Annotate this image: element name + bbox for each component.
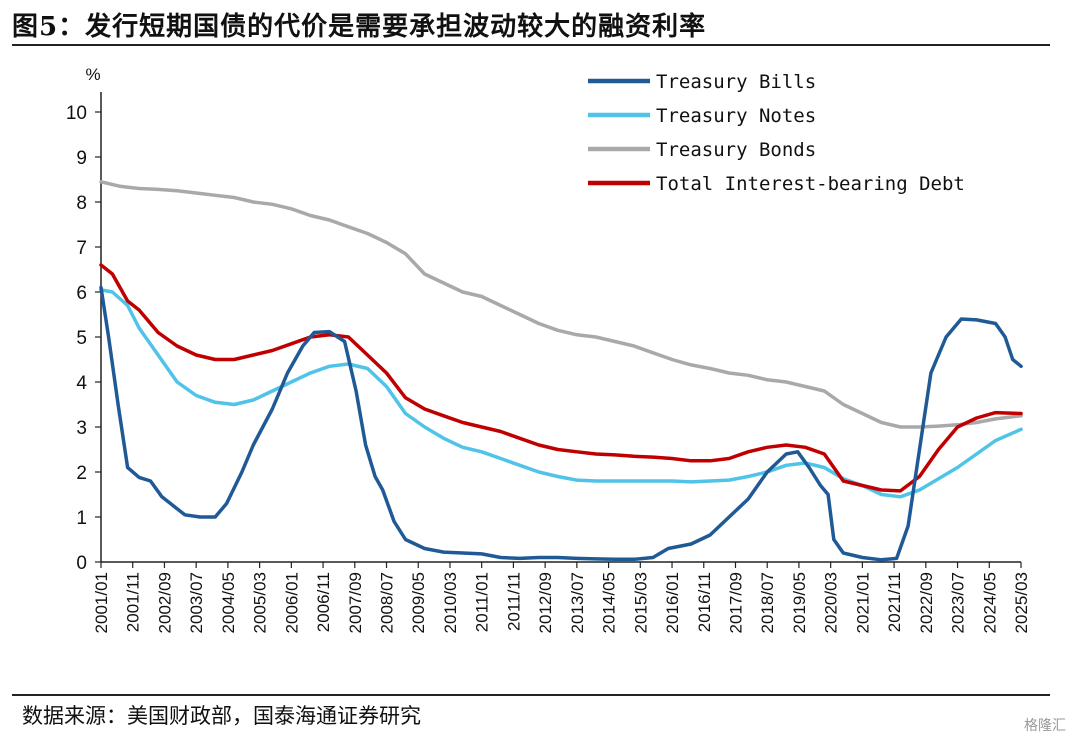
x-tick-label: 2007/09 [346,572,365,633]
x-tick-label: 2005/03 [251,572,270,633]
x-tick-label: 2010/03 [441,572,460,633]
x-tick-label: 2006/11 [314,572,333,632]
x-tick-label: 2001/11 [124,572,143,632]
x-tick-label: 2004/05 [219,572,238,633]
series-lines [99,180,1023,562]
y-tick-label: 6 [76,283,87,304]
x-tick-label: 2006/01 [282,572,301,633]
series-line-treasury-bills [99,285,1023,562]
x-tick-label: 2021/11 [885,572,904,632]
x-tick-label: 2016/11 [695,572,714,632]
y-tick-label: 0 [76,553,87,574]
y-tick-label: 3 [76,418,87,439]
x-tick-label: 2009/05 [409,572,428,633]
x-tick-label: 2008/07 [378,572,397,633]
x-tick-label: 2025/03 [1012,572,1031,633]
x-tick-label: 2011/11 [504,572,523,631]
x-tick-label: 2018/07 [758,572,777,633]
watermark-logo: 格隆汇 [1024,718,1066,734]
y-tick-label: 2 [76,463,87,484]
legend-label-treasury-bonds: Treasury Bonds [656,139,816,161]
x-tick-label: 2001/01 [92,572,111,633]
legend: Treasury Bills Treasury Notes Treasury Bon… [588,71,965,195]
series-line-treasury-bonds [99,180,1023,429]
series-line-treasury-notes [99,288,1023,499]
y-tick-label: 10 [66,103,87,124]
x-axis-ticks: 2001/01 2001/11 2002/09 2003/07 2004/05 2005/… [92,562,1031,633]
x-tick-label: 2023/07 [949,572,968,633]
x-tick-label: 2014/05 [600,572,619,633]
x-tick-label: 2022/09 [917,572,936,633]
chart-title: 图5：发行短期国债的代价是需要承担波动较大的融资利率 [12,12,707,42]
y-axis-ticks: 0 1 2 3 4 5 6 7 8 9 10 [66,103,101,574]
x-tick-label: 2013/07 [568,572,587,633]
x-tick-label: 2024/05 [980,572,999,633]
x-tick-label: 2016/01 [663,572,682,633]
x-tick-label: 2020/03 [822,572,841,633]
x-tick-label: 2017/09 [726,572,745,633]
legend-label-treasury-notes: Treasury Notes [656,105,816,127]
y-tick-label: 7 [76,238,87,259]
x-tick-label: 2012/09 [536,572,555,633]
title-rule [12,44,1050,46]
x-tick-label: 2021/01 [853,572,872,633]
x-tick-label: 2011/01 [473,572,492,632]
y-axis-unit: % [85,65,100,84]
y-tick-label: 4 [76,373,87,394]
y-tick-label: 8 [76,193,87,214]
y-tick-label: 5 [76,328,87,349]
y-tick-label: 9 [76,148,87,169]
series-line-total-interest-bearing-debt [99,263,1023,493]
x-tick-label: 2015/03 [631,572,650,633]
legend-label-treasury-bills: Treasury Bills [656,71,816,93]
x-tick-label: 2003/07 [187,572,206,633]
source-note: 数据来源：美国财政部，国泰海通证券研究 [22,704,421,728]
y-tick-label: 1 [76,508,87,529]
x-tick-label: 2019/05 [790,572,809,633]
legend-label-total-interest-bearing-debt: Total Interest-bearing Debt [656,173,965,195]
source-rule [12,694,1050,696]
axes: % [85,65,1021,563]
x-tick-label: 2002/09 [155,572,174,633]
